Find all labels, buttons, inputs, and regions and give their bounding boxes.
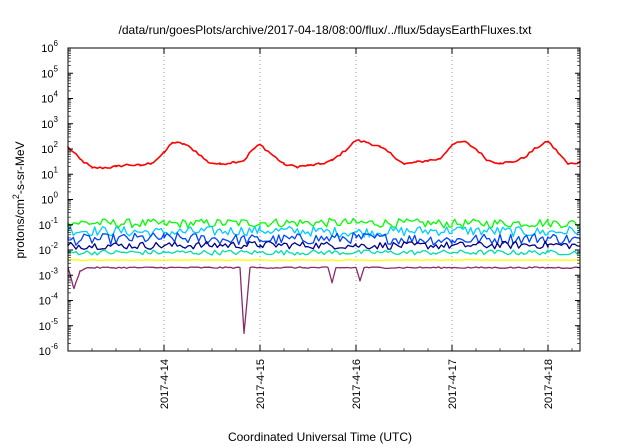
y-tick-exponent: 6 xyxy=(54,39,59,48)
x-tick-label: 2017-4-14 xyxy=(159,359,171,409)
y-tick-base: 10 xyxy=(39,321,51,333)
y-tick-exponent: -3 xyxy=(51,266,59,275)
x-tick-label: 2017-4-17 xyxy=(447,359,459,409)
y-tick-label: 10-5 xyxy=(39,317,59,333)
series-line xyxy=(67,225,581,238)
y-tick-label: 10-4 xyxy=(39,292,59,308)
series-line xyxy=(67,266,581,335)
series-line xyxy=(67,258,581,262)
y-tick-label: 105 xyxy=(41,64,58,80)
y-tick-exponent: -6 xyxy=(51,342,59,351)
grid-lines xyxy=(163,48,549,351)
y-tick-label: 100 xyxy=(41,191,58,207)
y-tick-label: 104 xyxy=(41,90,58,106)
y-tick-label: 101 xyxy=(41,165,58,181)
y-tick-base: 10 xyxy=(41,43,53,55)
y-tick-exponent: -5 xyxy=(51,317,59,326)
y-tick-base: 10 xyxy=(41,169,53,181)
y-axis-label-post: -s-sr-MeV xyxy=(13,141,27,194)
x-axis-label: Coordinated Universal Time (UTC) xyxy=(228,430,412,444)
y-tick-base: 10 xyxy=(41,119,53,131)
y-axis-label: protons/cm2-s-sr-MeV xyxy=(11,141,27,258)
y-tick-base: 10 xyxy=(39,220,51,232)
y-tick-exponent: -2 xyxy=(51,241,59,250)
y-tick-base: 10 xyxy=(41,144,53,156)
y-tick-base: 10 xyxy=(41,195,53,207)
y-axis-label-sup: 2 xyxy=(11,194,21,199)
y-tick-base: 10 xyxy=(39,346,51,358)
y-tick-exponent: -4 xyxy=(51,292,59,301)
series-line xyxy=(67,249,581,256)
x-tick-label: 2017-4-18 xyxy=(543,359,555,409)
series-line xyxy=(67,240,581,250)
y-tick-label: 103 xyxy=(41,115,58,131)
series-line xyxy=(67,217,581,229)
y-tick-exponent: 3 xyxy=(54,115,59,124)
y-tick-base: 10 xyxy=(39,245,51,257)
y-tick-exponent: 5 xyxy=(54,64,59,73)
y-tick-base: 10 xyxy=(39,270,51,282)
x-tick-label: 2017-4-16 xyxy=(351,359,363,409)
chart-title: /data/run/goesPlots/archive/2017-04-18/0… xyxy=(119,23,533,37)
series-line xyxy=(67,139,581,170)
y-tick-base: 10 xyxy=(41,68,53,80)
y-tick-label: 10-3 xyxy=(39,266,59,282)
y-tick-exponent: 4 xyxy=(54,90,59,99)
y-tick-label: 102 xyxy=(41,140,58,156)
y-tick-label: 10-2 xyxy=(39,241,59,257)
y-tick-exponent: -1 xyxy=(51,216,59,225)
y-axis-label-pre: protons/cm xyxy=(13,199,27,258)
y-tick-exponent: 2 xyxy=(54,140,59,149)
y-axis-ticks: 10-610-510-410-310-210-11001011021031041… xyxy=(39,39,580,358)
x-tick-label: 2017-4-15 xyxy=(255,359,267,409)
y-tick-exponent: 1 xyxy=(54,165,59,174)
x-axis-ticks: 2017-4-14 2017-4-15 2017-4-16 2017-4-17 2017… xyxy=(91,48,573,409)
y-tick-base: 10 xyxy=(39,296,51,308)
y-tick-label: 10-1 xyxy=(39,216,59,232)
series-group xyxy=(67,139,581,335)
y-tick-label: 106 xyxy=(41,39,58,55)
y-tick-exponent: 0 xyxy=(54,191,59,200)
y-tick-base: 10 xyxy=(41,94,53,106)
y-tick-label: 10-6 xyxy=(39,342,59,358)
